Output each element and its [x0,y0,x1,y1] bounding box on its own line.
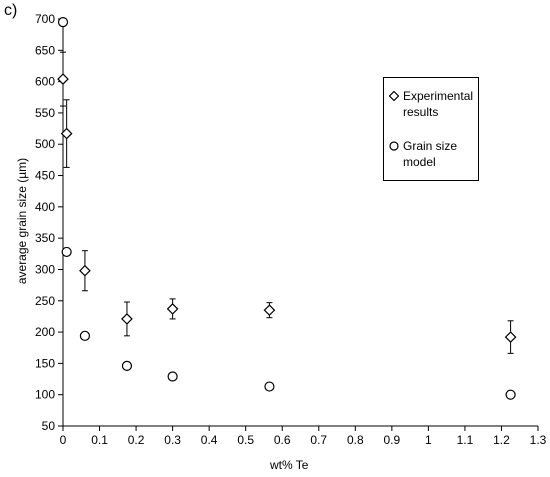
y-tick-label: 250 [35,294,55,308]
y-tick-label: 400 [35,200,55,214]
legend: Experimental results Grain size model [383,77,479,181]
y-tick-label: 200 [35,325,55,339]
model-point [57,17,69,28]
experimental-point [121,313,133,325]
x-tick-label: 0.1 [91,433,108,447]
x-tick-label: 0 [60,433,67,447]
y-tick-label: 300 [35,262,55,276]
x-tick-label: 0.7 [310,433,327,447]
x-tick-label: 1.3 [530,433,547,447]
legend-label: Experimental results [403,89,474,119]
x-tick-label: 0.5 [237,433,254,447]
x-tick-label: 0.4 [201,433,218,447]
experimental-point [57,73,69,85]
x-tick-label: 1 [425,433,432,447]
x-tick-label: 0.9 [384,433,401,447]
experimental-point [504,331,517,343]
model-point [79,330,91,341]
x-tick-label: 0.8 [347,433,364,447]
y-tick-label: 650 [35,43,55,57]
panel-label: c) [4,2,18,19]
model-point [505,389,516,400]
model-point [61,246,72,258]
x-tick-label: 0.6 [274,433,291,447]
y-tick-label: 50 [42,419,56,433]
experimental-point [166,303,179,315]
x-tick-label: 0.3 [164,433,181,447]
y-axis-title: average grain size (µm) [15,157,29,285]
experimental-point [79,264,91,277]
model-point [264,381,275,392]
y-tick-label: 600 [35,75,55,89]
x-axis-title: wt% Te [270,458,309,472]
y-tick-label: 350 [35,231,55,245]
y-tick-label: 450 [35,169,55,183]
legend-label: Grain size model [403,139,458,169]
y-tick-label: 500 [35,137,55,151]
circle-icon [388,138,400,154]
experimental-point [263,304,276,317]
model-point [121,360,133,371]
x-tick-label: 0.2 [128,433,145,447]
y-tick-label: 700 [35,12,55,26]
experimental-point [60,127,73,140]
y-tick-label: 100 [35,388,55,402]
legend-item-experimental: Experimental results [388,88,475,120]
legend-item-model: Grain size model [388,138,475,170]
y-tick-label: 150 [35,356,55,370]
x-tick-label: 1.2 [493,433,510,447]
y-tick-label: 550 [35,106,55,120]
x-tick-label: 1.1 [457,433,474,447]
diamond-icon [388,88,400,104]
model-point [167,371,178,382]
